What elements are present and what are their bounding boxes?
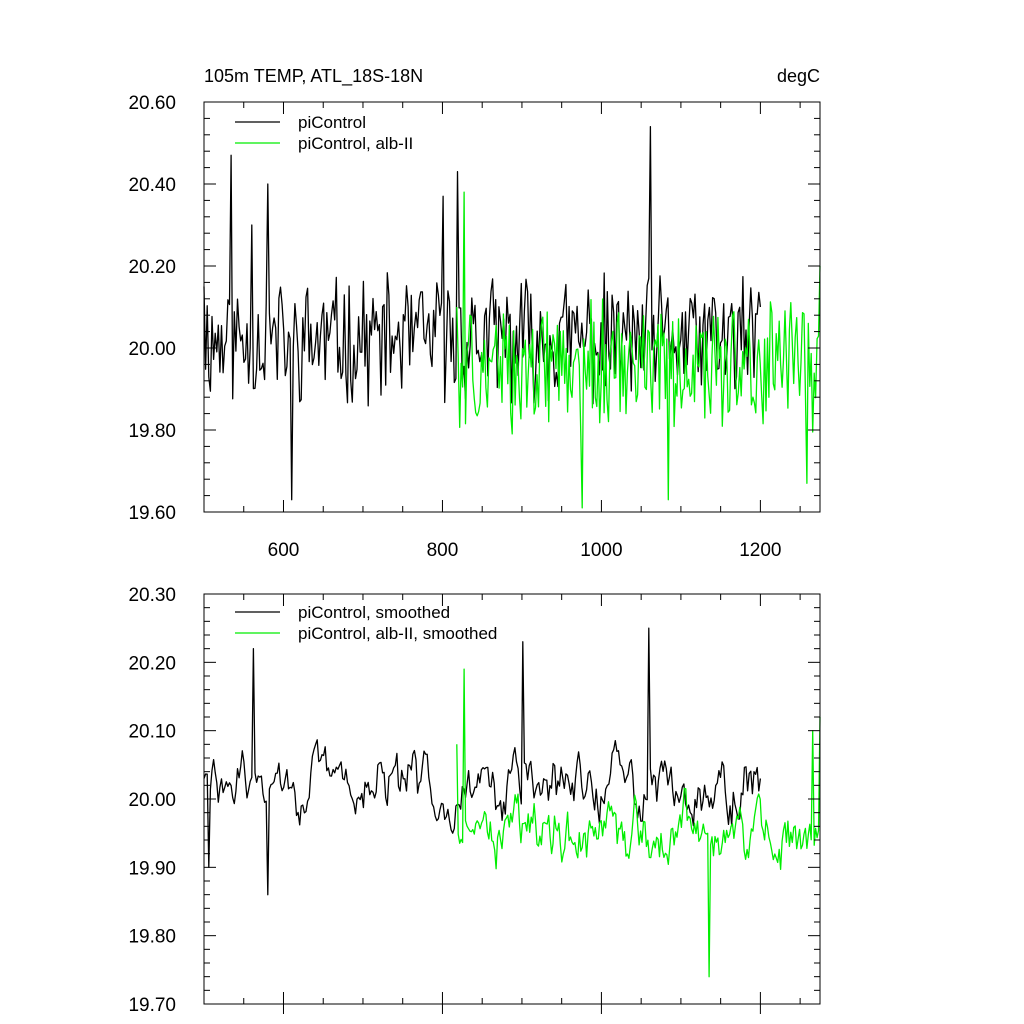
y-tick-label: 20.30 — [128, 585, 176, 606]
y-tick-label: 20.00 — [128, 790, 176, 811]
series-line-0-1 — [456, 191, 821, 509]
bottom-plot-frame — [203, 593, 821, 1005]
panel-title-left: 105m TEMP, ATL_18S-18N — [204, 66, 423, 87]
top-legend: piControl piControl, alb-II — [235, 113, 413, 153]
y-tick-label: 20.20 — [128, 653, 176, 674]
y-tick-label: 19.80 — [128, 421, 176, 442]
x-tick-label: 1000 — [580, 540, 622, 561]
y-tick-label: 20.40 — [128, 175, 176, 196]
bottom-panel: 19.70 19.80 19.90 20.00 20.10 20.20 20.30 piCo… — [128, 585, 821, 1016]
top-plot-area — [203, 125, 821, 509]
legend-label-alb-II: piControl, alb-II — [298, 134, 413, 153]
series-line-1-1 — [456, 668, 821, 978]
y-tick-label: 19.70 — [128, 995, 176, 1016]
y-tick-label: 19.80 — [128, 927, 176, 948]
top-panel: 105m TEMP, ATL_18S-18N degC 600 800 1000 12… — [128, 66, 821, 561]
legend-label-alb-II-smoothed: piControl, alb-II, smoothed — [298, 624, 497, 643]
x-tick-label: 800 — [427, 540, 459, 561]
legend-label-piControl-smoothed: piControl, smoothed — [298, 603, 450, 622]
top-plot-frame — [203, 101, 821, 513]
legend-label-piControl: piControl — [298, 113, 366, 132]
y-tick-label: 20.00 — [128, 339, 176, 360]
axis-ticks-1: 19.70 19.80 19.90 20.00 20.10 20.20 20.30 — [128, 585, 820, 1016]
bottom-legend: piControl, smoothed piControl, alb-II, s… — [235, 603, 497, 643]
y-tick-label: 19.90 — [128, 858, 176, 879]
x-tick-label: 1200 — [739, 540, 781, 561]
y-tick-label: 20.20 — [128, 257, 176, 278]
y-tick-label: 19.60 — [128, 503, 176, 524]
bottom-plot-area — [203, 627, 821, 978]
x-tick-label: 600 — [268, 540, 300, 561]
axis-ticks-0: 600 800 1000 1200 19.60 19.80 20.00 20.20 20.40 2… — [128, 93, 820, 561]
y-tick-label: 20.60 — [128, 93, 176, 114]
series-line-0-0 — [203, 125, 762, 501]
panel-units-label: degC — [777, 66, 820, 86]
y-tick-label: 20.10 — [128, 722, 176, 743]
series-line-1-0 — [203, 627, 762, 896]
